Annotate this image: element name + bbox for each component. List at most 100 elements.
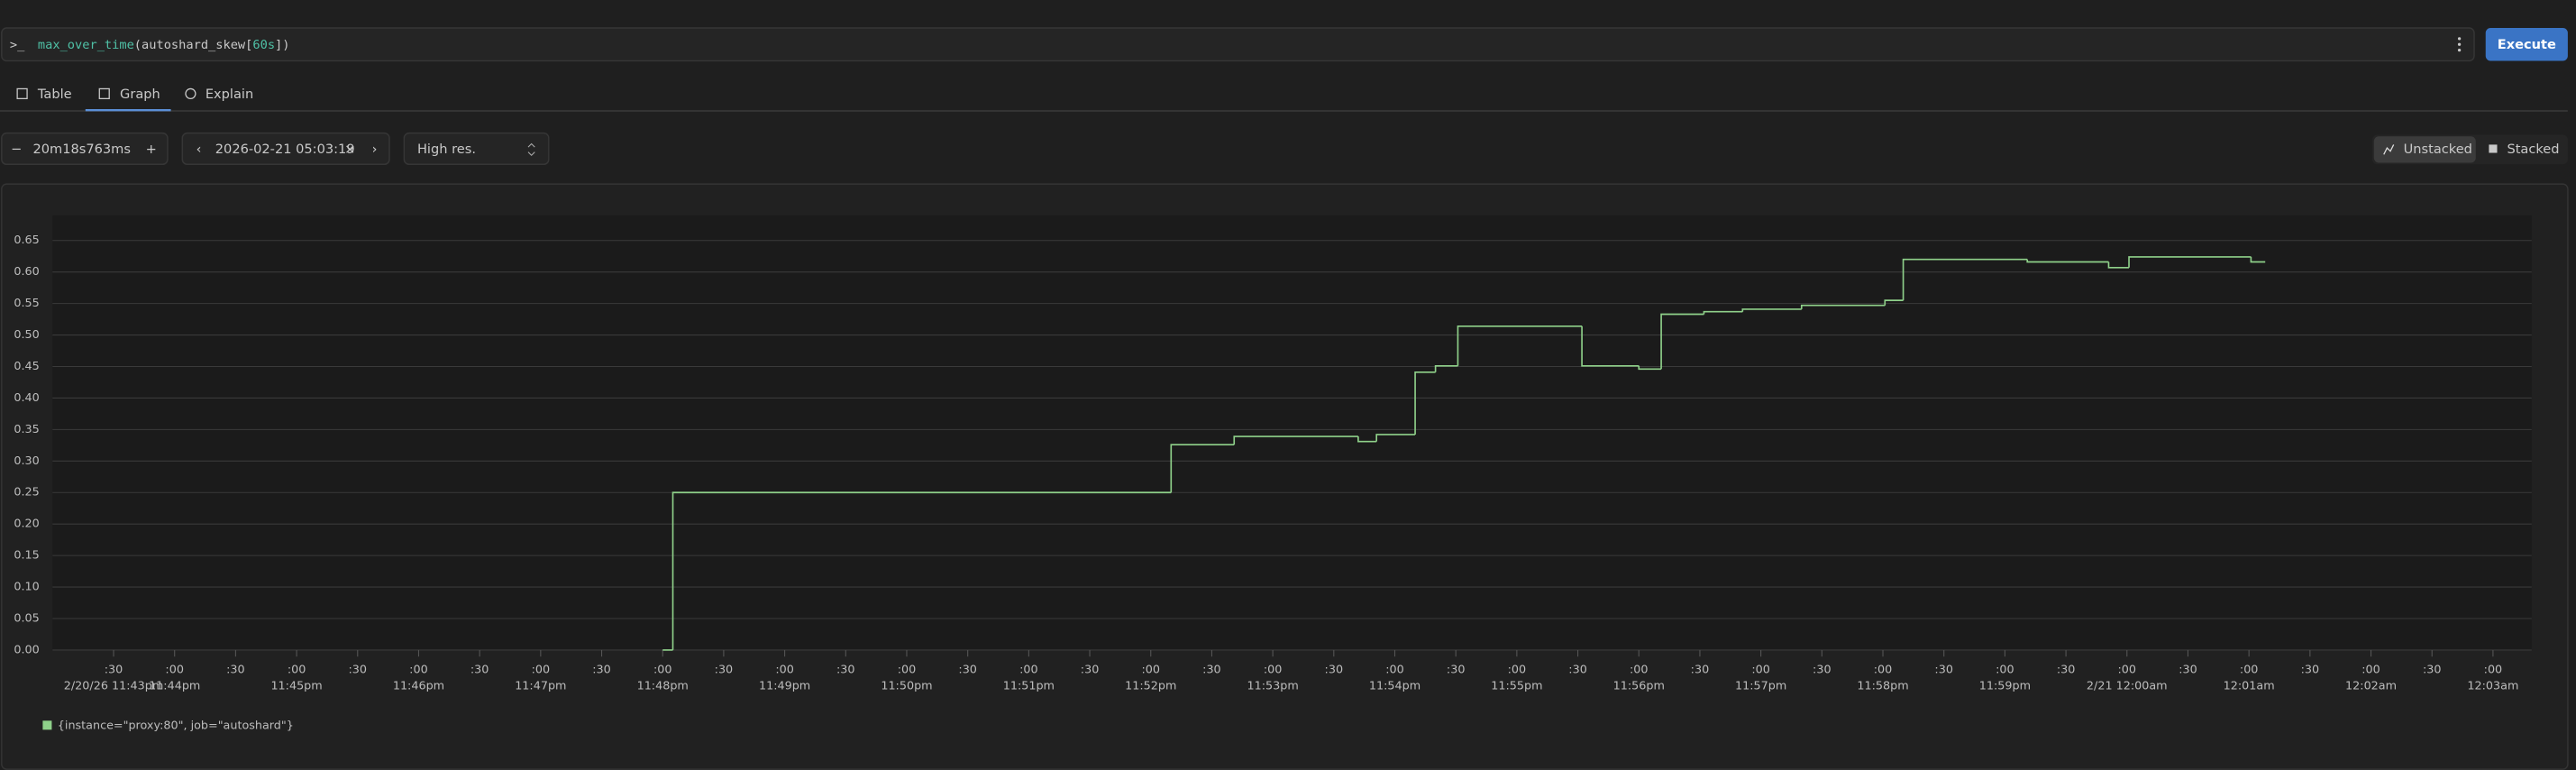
tab-graph[interactable]: Graph [120, 87, 160, 102]
x-tick-label: :30 [958, 663, 977, 676]
query-metric: autoshard_skew [142, 38, 246, 52]
line-step [1902, 258, 2028, 301]
query-function: max_over_time [38, 38, 134, 52]
x-tick-label: :30 [470, 663, 489, 676]
menu-icon[interactable] [2457, 37, 2462, 52]
line-step [1884, 299, 1904, 306]
x-date-label: 11:52pm [1125, 680, 1176, 693]
x-tick-label: :30 [1447, 663, 1466, 676]
x-date-label: 11:51pm [1003, 680, 1055, 693]
x-tick-label: :00 [409, 663, 428, 676]
x-tick-label: :30 [1934, 663, 1953, 676]
line-step [2128, 256, 2252, 268]
x-date-label: 2/20/26 11:43pm [64, 680, 163, 693]
prompt-icon: >_ [10, 38, 25, 52]
x-date-label: 11:57pm [1735, 680, 1786, 693]
chart: 0.00 0.05 0.10 0.15 0.20 0.25 0.30 0.35 0.40 0.45… [14, 234, 2532, 732]
time-back[interactable]: ‹ [196, 142, 202, 157]
range-decrease[interactable]: − [11, 142, 22, 157]
query-duration: 60s [252, 38, 275, 52]
clear-time[interactable]: × [344, 142, 355, 157]
select-chevron [527, 142, 535, 157]
x-tick-label: :30 [836, 663, 855, 676]
line-step [671, 491, 1172, 650]
mode-stacked[interactable]: Stacked [2507, 142, 2559, 157]
x-tick-label: :00 [288, 663, 306, 676]
x-tick-label: :30 [226, 663, 245, 676]
line-step [1434, 364, 1458, 372]
x-tick-label: :00 [2361, 663, 2380, 676]
query-punct: [ [245, 38, 252, 52]
x-tick-label: :00 [1630, 663, 1649, 676]
x-date-label: 2/21 12:00am [2087, 680, 2168, 693]
end-time-control [181, 132, 390, 166]
y-tick-label: 0.00 [14, 643, 39, 656]
x-tick-label: :30 [1081, 663, 1100, 676]
resolution-value[interactable]: High res. [417, 142, 476, 157]
x-tick-label: :00 [1874, 663, 1893, 676]
line-step [2107, 261, 2130, 269]
x-tick-label: :30 [1813, 663, 1832, 676]
x-date-label: 11:46pm [393, 680, 444, 693]
y-tick-label: 0.25 [14, 486, 39, 500]
range-value[interactable]: 20m18s763ms [32, 142, 131, 157]
line-step [1375, 434, 1416, 442]
execute-label[interactable]: Execute [2498, 37, 2556, 52]
x-tick-label: :00 [165, 663, 184, 676]
line-step [1414, 371, 1436, 435]
unstacked-active [2373, 136, 2476, 163]
y-tick-label: 0.65 [14, 234, 39, 247]
line-step [1457, 325, 1583, 366]
legend-swatch [42, 720, 52, 730]
x-tick-label: :00 [1508, 663, 1527, 676]
x-tick-label: :00 [1996, 663, 2014, 676]
legend-label: {instance="proxy:80", job="autoshard"} [58, 719, 294, 732]
x-tick-label: :00 [1385, 663, 1404, 676]
x-date-label: 11:45pm [270, 680, 322, 693]
x-tick-label: :30 [2179, 663, 2197, 676]
line-step [1170, 444, 1235, 493]
tab-table[interactable]: Table [37, 87, 72, 102]
explain-icon [185, 87, 196, 100]
y-tick-label: 0.50 [14, 328, 39, 342]
x-date-label: 11:59pm [1979, 680, 2031, 693]
x-date-label: 12:02am [2345, 680, 2397, 693]
x-date-label: 11:48pm [637, 680, 689, 693]
y-tick-label: 0.05 [14, 611, 39, 625]
line-step [2026, 259, 2109, 263]
x-tick-label: :30 [1202, 663, 1221, 676]
x-tick-label: :30 [1325, 663, 1344, 676]
x-tick-label: :30 [2057, 663, 2076, 676]
line-step [1660, 313, 1704, 370]
x-date-label: 11:56pm [1613, 680, 1665, 693]
range-increase[interactable]: + [146, 142, 157, 157]
execute-button[interactable] [2485, 27, 2568, 61]
y-tick-label: 0.40 [14, 391, 39, 405]
line-step [1800, 304, 1886, 309]
graph-icon [98, 87, 110, 100]
x-date-label: 12:03am [2467, 680, 2518, 693]
mode-unstacked[interactable]: Unstacked [2404, 142, 2472, 157]
y-tick-label: 0.60 [14, 265, 39, 279]
x-date-label: 11:44pm [149, 680, 200, 693]
query-input[interactable] [1, 27, 2475, 62]
end-time[interactable]: 2026-02-21 05:03:19 [215, 142, 355, 157]
x-tick-label: :00 [898, 663, 917, 676]
tab-explain[interactable]: Explain [206, 87, 253, 102]
x-tick-label: :30 [349, 663, 368, 676]
x-tick-label: :00 [653, 663, 672, 676]
resolution-select[interactable] [403, 132, 550, 166]
x-tick-label: :30 [592, 663, 611, 676]
time-forward[interactable]: › [372, 142, 378, 157]
x-tick-label: :30 [2301, 663, 2320, 676]
line-step [1638, 365, 1662, 371]
line-step [1581, 325, 1640, 367]
x-date-label: 11:54pm [1369, 680, 1420, 693]
y-tick-label: 0.45 [14, 360, 39, 373]
x-tick-label: :00 [2240, 663, 2259, 676]
x-tick-label: :30 [1568, 663, 1587, 676]
query-text[interactable]: max_over_time(autoshard_skew[60s]) [38, 38, 290, 52]
